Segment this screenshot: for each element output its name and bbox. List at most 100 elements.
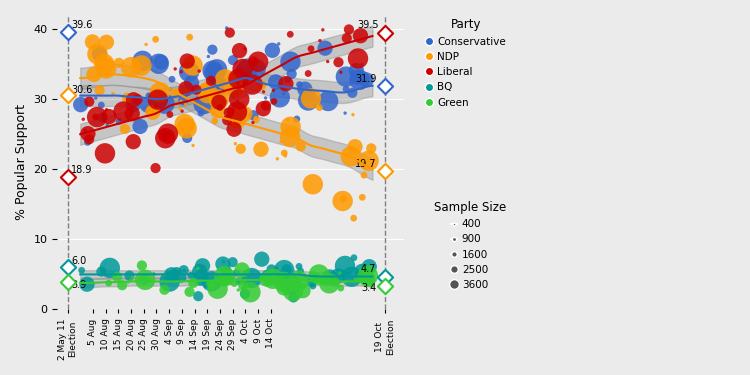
Point bbox=[95, 268, 107, 274]
Point bbox=[270, 79, 282, 85]
Point bbox=[237, 282, 249, 288]
Point bbox=[292, 278, 304, 284]
Point bbox=[178, 97, 190, 103]
Point bbox=[217, 259, 229, 265]
Point bbox=[285, 282, 297, 288]
Point bbox=[293, 82, 305, 88]
Point bbox=[235, 146, 247, 152]
Point bbox=[380, 283, 392, 289]
Point bbox=[113, 60, 125, 66]
Point bbox=[295, 268, 307, 274]
Point bbox=[308, 273, 320, 279]
Point bbox=[140, 41, 152, 47]
Point bbox=[164, 279, 176, 285]
Point bbox=[79, 128, 91, 134]
Point bbox=[321, 278, 333, 284]
Point bbox=[322, 58, 334, 64]
Point bbox=[256, 256, 268, 262]
Point bbox=[231, 109, 243, 115]
Point bbox=[199, 94, 211, 100]
Point bbox=[349, 144, 361, 150]
Point bbox=[227, 57, 239, 63]
Point bbox=[217, 104, 229, 110]
Point bbox=[76, 267, 88, 273]
Point bbox=[228, 280, 240, 286]
Point bbox=[202, 54, 214, 60]
Point bbox=[184, 289, 196, 295]
Point bbox=[140, 276, 152, 282]
Point bbox=[103, 280, 115, 286]
Point bbox=[147, 109, 159, 115]
Point bbox=[245, 275, 257, 281]
Point bbox=[338, 270, 350, 276]
Point bbox=[237, 66, 249, 72]
Point bbox=[233, 48, 245, 54]
Point bbox=[261, 276, 273, 282]
Point bbox=[62, 264, 74, 270]
Point bbox=[83, 136, 95, 142]
Point bbox=[360, 77, 372, 83]
Point bbox=[221, 117, 233, 123]
Point bbox=[178, 267, 190, 273]
Point bbox=[148, 271, 160, 277]
Point bbox=[134, 123, 146, 129]
Point bbox=[346, 274, 358, 280]
Point bbox=[314, 38, 326, 44]
Point bbox=[88, 71, 100, 77]
Text: 3.4: 3.4 bbox=[361, 282, 376, 292]
Point bbox=[337, 198, 349, 204]
Point bbox=[200, 87, 212, 93]
Point bbox=[97, 114, 109, 120]
Point bbox=[95, 102, 107, 108]
Point bbox=[62, 92, 74, 98]
Point bbox=[239, 111, 251, 117]
Point bbox=[192, 293, 204, 299]
Point bbox=[194, 68, 206, 74]
Point bbox=[232, 81, 244, 87]
Point bbox=[81, 281, 93, 287]
Point bbox=[314, 105, 326, 111]
Point bbox=[334, 285, 346, 291]
Point bbox=[340, 74, 352, 80]
Point bbox=[273, 41, 285, 47]
Point bbox=[356, 194, 368, 200]
Point bbox=[150, 36, 162, 42]
Point bbox=[126, 111, 138, 117]
Point bbox=[302, 70, 314, 76]
Point bbox=[176, 98, 188, 104]
Point bbox=[178, 121, 190, 127]
Point bbox=[355, 33, 367, 39]
Point bbox=[113, 118, 125, 124]
Point bbox=[247, 81, 259, 87]
Point bbox=[140, 277, 152, 283]
Point bbox=[268, 87, 280, 93]
Point bbox=[170, 90, 182, 96]
Point bbox=[213, 99, 225, 105]
Point bbox=[306, 279, 318, 285]
Point bbox=[313, 272, 325, 278]
Point bbox=[206, 46, 218, 53]
Point bbox=[200, 284, 211, 290]
Point bbox=[237, 272, 249, 278]
Point bbox=[280, 153, 292, 159]
Point bbox=[136, 58, 148, 64]
Point bbox=[285, 285, 297, 291]
Point bbox=[209, 70, 220, 76]
Point bbox=[223, 110, 235, 116]
Point bbox=[366, 283, 378, 289]
Point bbox=[281, 77, 293, 83]
Point bbox=[362, 276, 374, 282]
Point bbox=[266, 266, 278, 272]
Point bbox=[62, 279, 74, 285]
Point bbox=[232, 98, 244, 104]
Point bbox=[217, 261, 229, 267]
Y-axis label: % Popular Support: % Popular Support bbox=[15, 104, 28, 220]
Point bbox=[62, 29, 74, 35]
Point bbox=[334, 270, 346, 276]
Point bbox=[128, 97, 140, 103]
Point bbox=[192, 266, 204, 272]
Point bbox=[216, 273, 228, 279]
Point bbox=[332, 59, 344, 65]
Point bbox=[363, 264, 375, 270]
Point bbox=[121, 95, 133, 101]
